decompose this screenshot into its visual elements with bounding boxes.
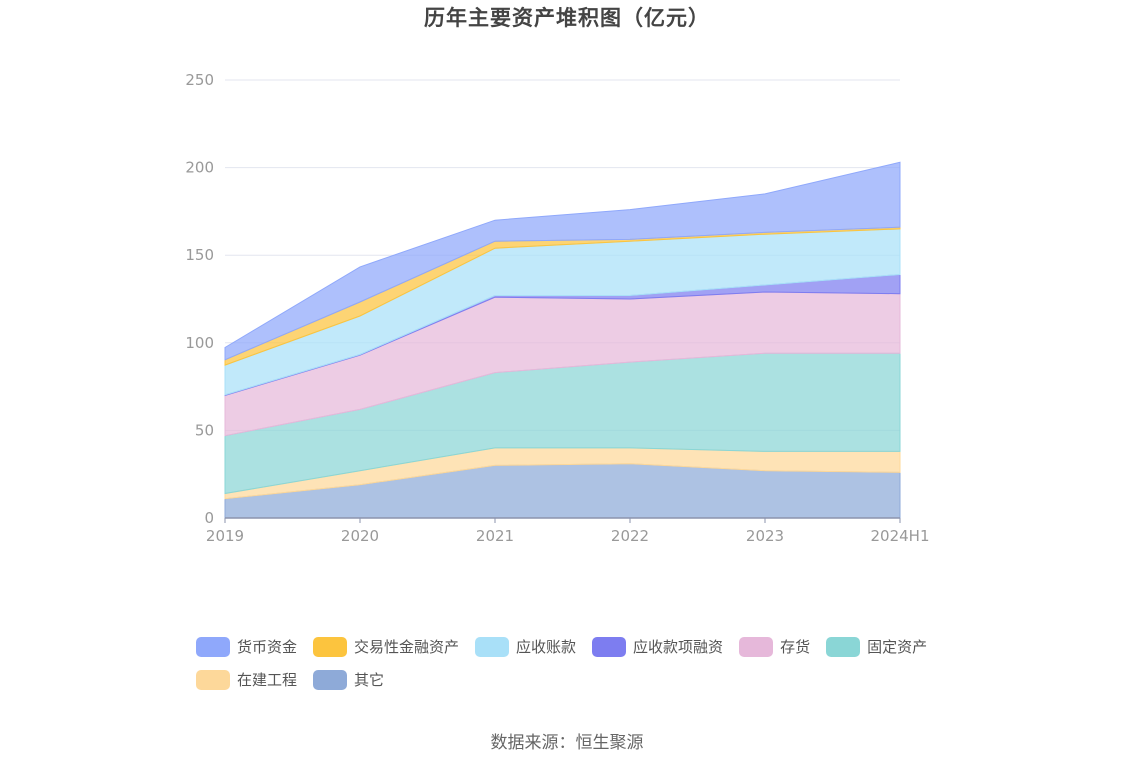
y-tick-label: 150 — [185, 246, 214, 264]
legend-swatch — [313, 669, 348, 690]
axes: 0 50 100 150 200 250 2019 2020 2021 2022 2023 2024H… — [185, 71, 929, 545]
legend-label: 其它 — [354, 671, 385, 689]
legend-item-receivables-financing[interactable]: 应收款项融资 — [592, 636, 723, 657]
legend-label: 存货 — [780, 638, 811, 656]
legend-swatch — [196, 636, 230, 657]
legend-label: 固定资产 — [867, 638, 928, 656]
legend-label: 应收账款 — [516, 638, 577, 656]
legend-swatch — [313, 636, 348, 657]
y-tick-label: 100 — [185, 334, 214, 352]
legend-item-construction[interactable]: 在建工程 — [196, 669, 297, 690]
x-tick-label: 2021 — [476, 527, 514, 545]
y-tick-label: 50 — [195, 421, 214, 439]
legend-swatch — [826, 636, 861, 657]
legend-item-trading-assets[interactable]: 交易性金融资产 — [313, 636, 459, 657]
y-tick-label: 200 — [185, 159, 214, 177]
area-货币资金 — [224, 161, 901, 361]
legend-row-2: 在建工程 其它 — [196, 663, 956, 696]
legend-item-other[interactable]: 其它 — [313, 669, 384, 690]
legend-label: 在建工程 — [237, 671, 298, 689]
x-tick-label: 2022 — [611, 527, 649, 545]
legend-swatch — [592, 636, 627, 657]
y-tick-label: 0 — [204, 509, 214, 527]
legend-label: 货币资金 — [237, 638, 298, 656]
x-tick-label: 2020 — [341, 527, 379, 545]
legend-swatch — [196, 669, 230, 690]
legend-item-cash[interactable]: 货币资金 — [196, 636, 297, 657]
legend-row-1: 货币资金 交易性金融资产 应收账款 应收款项融资 存货 固定资产 — [196, 630, 956, 663]
legend-swatch — [475, 636, 510, 657]
legend-item-inventory[interactable]: 存货 — [739, 636, 810, 657]
x-tick-label: 2019 — [206, 527, 244, 545]
y-tick-label: 250 — [185, 71, 214, 89]
area-series — [224, 161, 901, 519]
legend-label: 应收款项融资 — [633, 638, 724, 656]
area-chart: 0 50 100 150 200 250 2019 2020 2021 2022 2023 2024H… — [185, 71, 929, 545]
x-tick-label: 2023 — [746, 527, 784, 545]
legend-label: 交易性金融资产 — [354, 638, 460, 656]
legend: 货币资金 交易性金融资产 应收账款 应收款项融资 存货 固定资产 在建工程 — [196, 630, 956, 696]
legend-swatch — [739, 636, 774, 657]
legend-item-receivables[interactable]: 应收账款 — [475, 636, 576, 657]
legend-item-fixed-assets[interactable]: 固定资产 — [826, 636, 927, 657]
chart-title: 历年主要资产堆积图（亿元） — [424, 6, 710, 30]
data-source: 数据来源：恒生聚源 — [490, 733, 644, 753]
x-tick-label: 2024H1 — [871, 527, 930, 545]
